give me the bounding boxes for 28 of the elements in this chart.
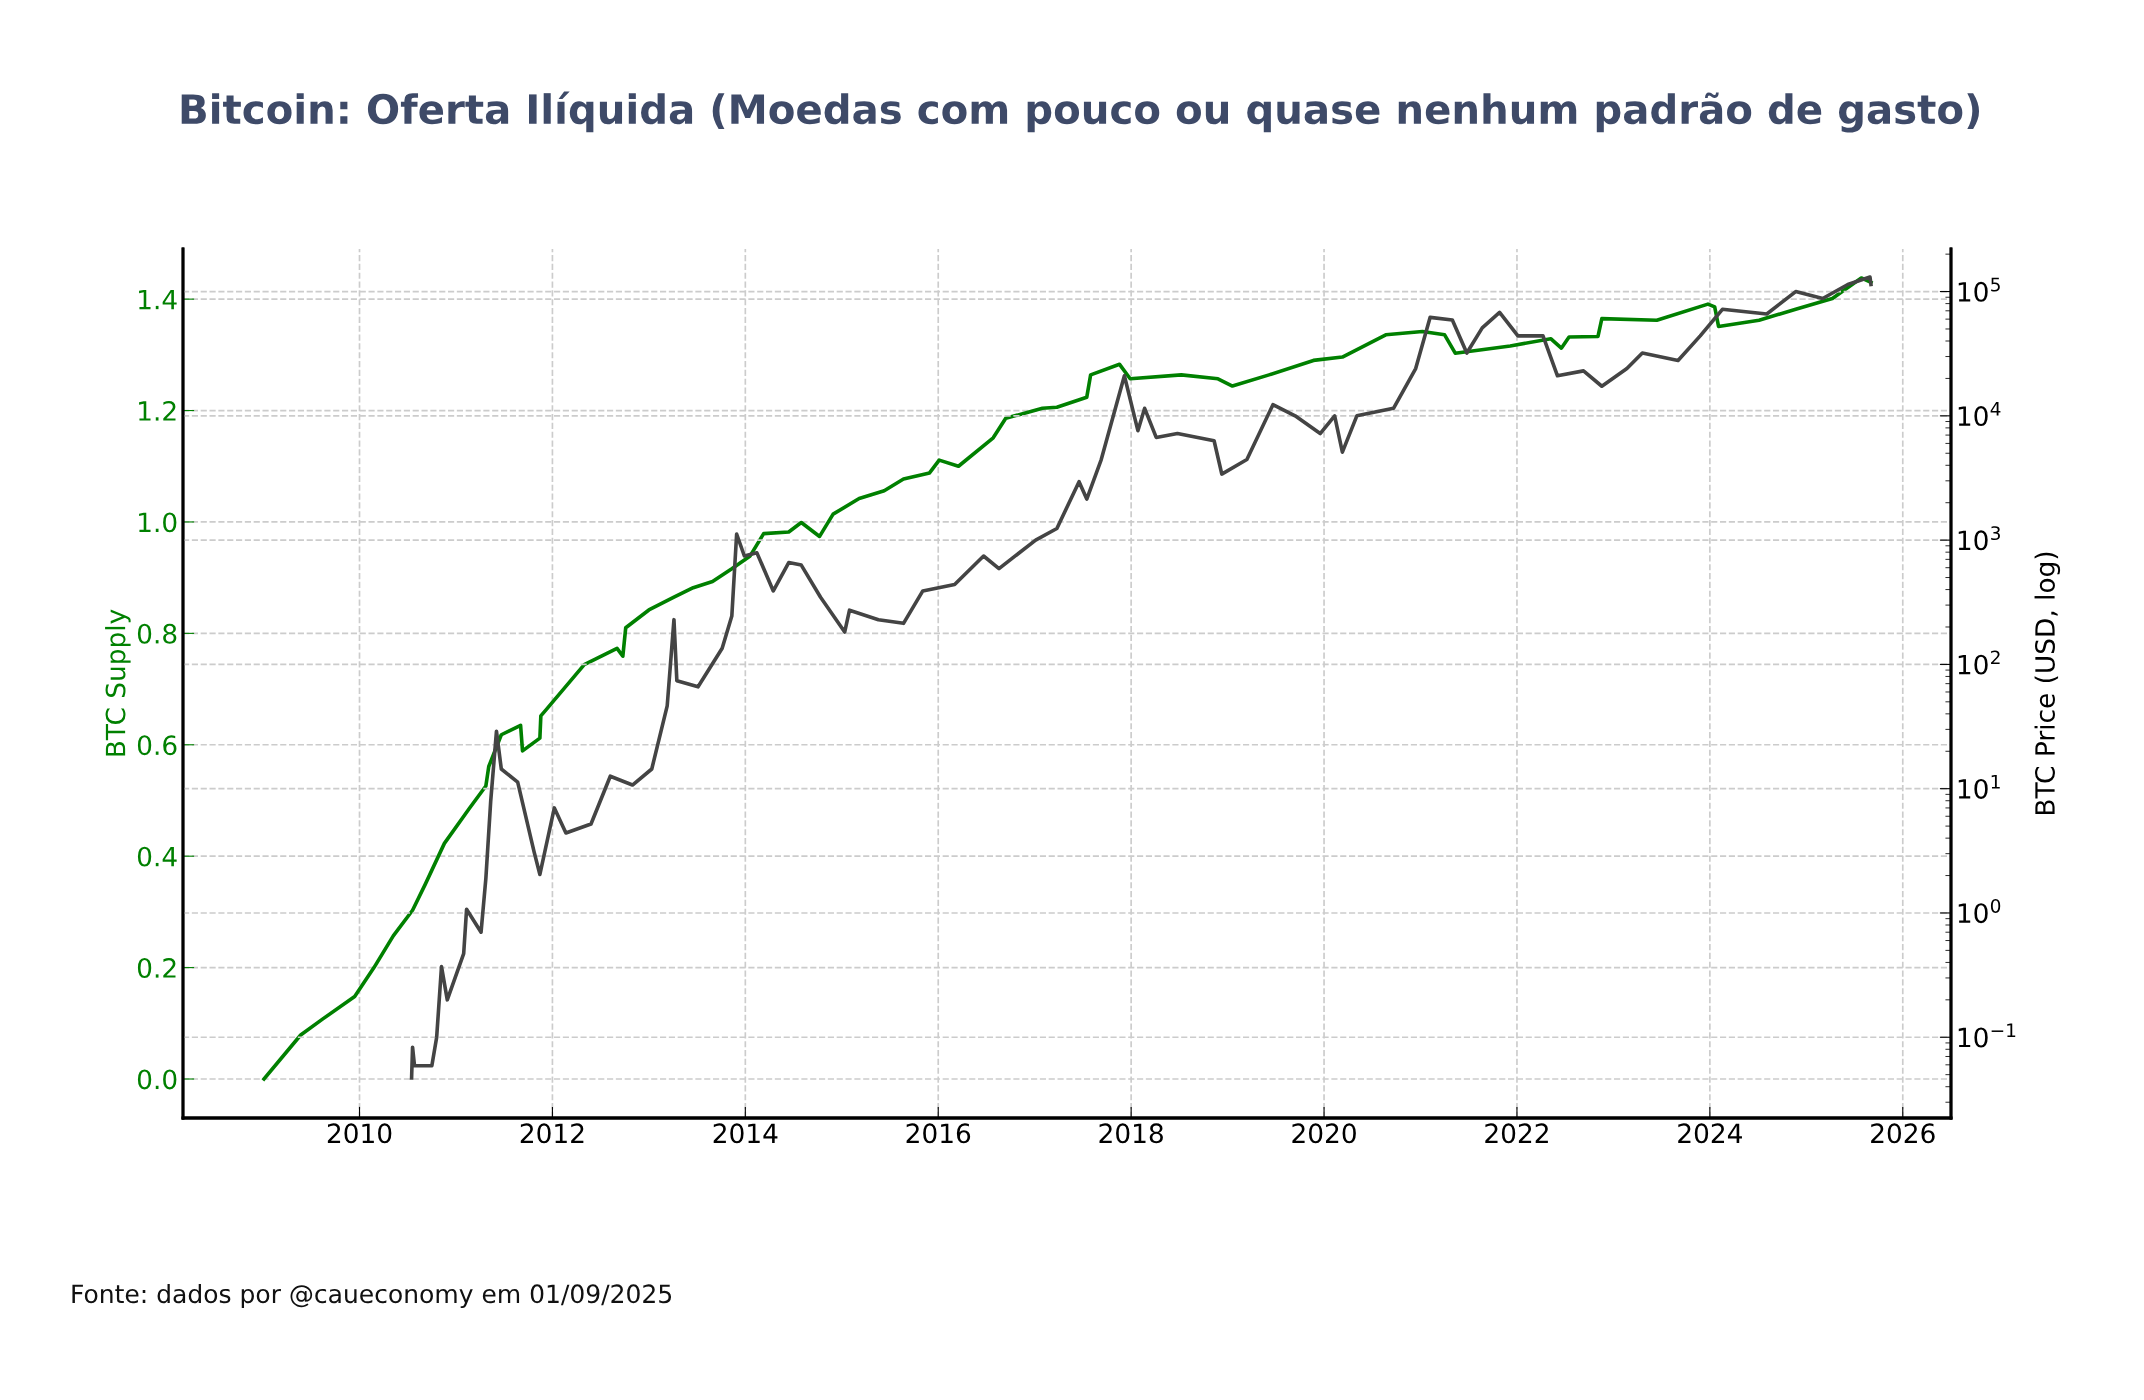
y-tick-label: 0.6 (137, 735, 177, 756)
y2-tick-label: 10$^{3}$ (1958, 526, 2000, 551)
y-tick-label: 0.2 (137, 958, 176, 978)
x-tick-label: 2018 (1099, 1123, 1163, 1144)
x-tick-label: 2022 (1485, 1123, 1548, 1144)
chart-title: Bitcoin: Oferta Ilíquida (Moedas com pouco ou quase nenhum padrão de gasto) (181, 91, 1980, 133)
x-tick-label: 2024 (1678, 1123, 1742, 1144)
y-axis-title: BTC Supply (105, 609, 131, 756)
y-tick-label: 0.0 (137, 1069, 177, 1090)
y2-tick-label: 10$^{0}$ (1958, 898, 2001, 924)
y2-tick-label: 10$^{5}$ (1958, 277, 2000, 302)
y2-axis-title: BTC Price (USD, log) (2034, 552, 2061, 815)
y-tick-label: 0.4 (137, 846, 177, 867)
x-tick-label: 2020 (1292, 1123, 1356, 1144)
y-tick-label: 1.0 (139, 512, 177, 533)
x-tick-label: 2016 (906, 1123, 971, 1144)
y-tick-label: 1.2 (139, 400, 176, 421)
y-tick-label: 1.4 (139, 289, 177, 310)
y-tick-label: 0.8 (137, 623, 177, 644)
y2-tick-label: 10$^{1}$ (1958, 774, 2000, 799)
y2-tick-label: 10$^{4}$ (1958, 402, 2001, 427)
x-tick-label: 2014 (713, 1123, 778, 1144)
source-note: Fonte: dados por @caueconomy em 01/09/2025 (72, 1283, 672, 1309)
y2-tick-label: 10$^{2}$ (1958, 650, 2000, 675)
x-tick-label: 2026 (1871, 1123, 1935, 1144)
x-tick-label: 2012 (520, 1123, 584, 1144)
x-tick-label: 2010 (327, 1123, 392, 1144)
y2-tick-label: 10$^{−1}$ (1958, 1023, 2016, 1048)
